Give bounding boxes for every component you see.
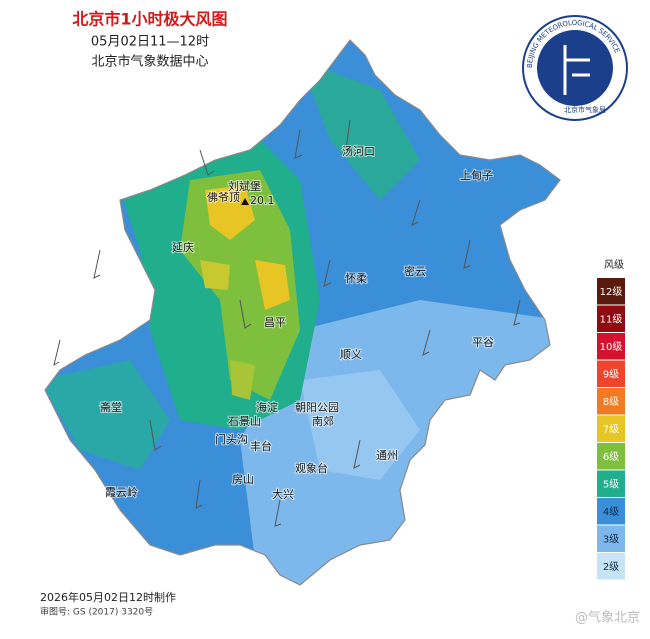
place-label: 房山 <box>232 473 254 486</box>
legend-label: 6级 <box>603 451 619 463</box>
place-label: 石景山 <box>228 415 261 428</box>
legend-swatch <box>597 498 625 525</box>
place-label: 斋堂 <box>100 400 122 414</box>
place-label: 上甸子 <box>460 169 493 182</box>
place-label: 顺义 <box>340 348 362 361</box>
logo: BEIJING METEOROLOGICAL SERVICE 北京市气象局 <box>522 15 628 121</box>
legend-swatch <box>597 333 625 360</box>
wind-barbs <box>53 119 521 527</box>
legend-label: 9级 <box>603 368 619 380</box>
place-label: 佛爷顶 <box>207 190 240 204</box>
place-label: 刘斌堡 <box>228 179 261 193</box>
place-label: 昌平 <box>264 316 286 329</box>
place-label: 海淀 <box>256 400 278 414</box>
watermark: @气象北京 <box>575 610 640 626</box>
legend-label: 10级 <box>600 341 623 353</box>
place-label: 观象台 <box>295 461 328 475</box>
legend-label: 11级 <box>600 313 623 325</box>
legend-label: 7级 <box>603 423 619 435</box>
legend-title: 风级 <box>604 259 624 271</box>
legend-label: 4级 <box>603 506 619 518</box>
subtitle: 05月02日11—12时 <box>91 35 209 50</box>
legend-label: 3级 <box>603 533 619 545</box>
legend-swatch <box>597 278 625 305</box>
place-label: 霞云岭 <box>105 485 138 499</box>
title: 北京市1小时极大风图 <box>72 10 227 29</box>
logo-name: 北京市气象局 <box>564 105 606 114</box>
place-label: 延庆 <box>172 240 194 254</box>
place-label: 大兴 <box>272 487 294 501</box>
place-label: 南郊 <box>312 415 334 428</box>
legend-label: 8级 <box>603 396 619 408</box>
place-label: 丰台 <box>250 439 272 453</box>
legend-swatch <box>597 525 625 552</box>
approval-number: 审图号: GS (2017) 3320号 <box>40 606 153 618</box>
max-value: 20.1 <box>250 194 275 207</box>
place-label: 密云 <box>404 264 426 278</box>
legend-swatch <box>597 305 625 332</box>
place-label: 汤河口 <box>342 144 375 158</box>
place-label: 朝阳公园 <box>295 401 339 414</box>
place-label: 怀柔 <box>345 272 367 285</box>
legend-swatch <box>597 553 625 580</box>
legend-swatch <box>597 415 625 442</box>
legend-swatch <box>597 360 625 387</box>
made-time: 2026年05月02日12时制作 <box>40 590 176 604</box>
legend: 12级 11级 10级 9级 8级 7级 6级 5级 4级 3级 2级 <box>597 278 625 580</box>
legend-swatch <box>597 470 625 497</box>
place-labels: 刘斌堡 20.1 佛爷顶 汤河口 上甸子 延庆 怀柔 密云 昌平 平谷 顺义 海… <box>99 143 495 502</box>
legend-swatch <box>597 388 625 415</box>
legend-label: 2级 <box>603 561 619 573</box>
legend-swatch <box>597 443 625 470</box>
source: 北京市气象数据中心 <box>91 54 208 70</box>
legend-label: 5级 <box>603 478 619 490</box>
legend-label: 12级 <box>600 286 623 298</box>
place-label: 平谷 <box>472 336 494 349</box>
place-label: 门头沟 <box>215 432 248 446</box>
place-label: 通州 <box>376 449 398 462</box>
